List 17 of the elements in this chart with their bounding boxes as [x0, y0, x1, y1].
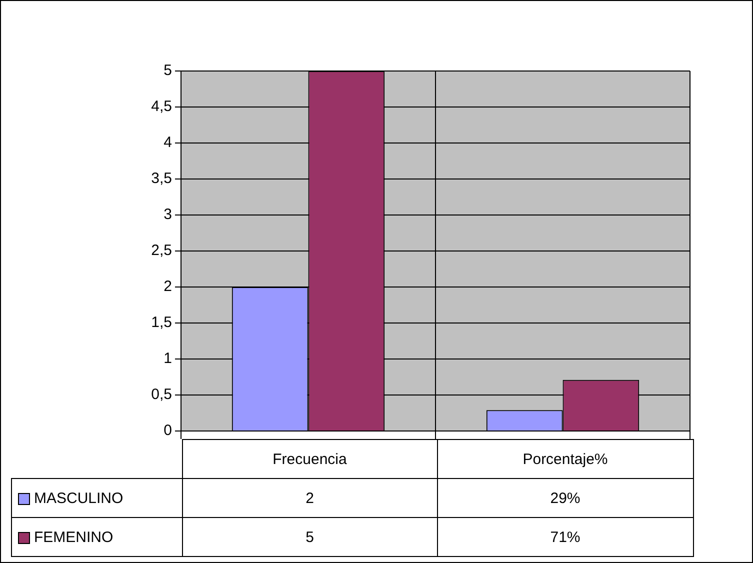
data-label: 71% [438, 518, 693, 556]
y-tick-label: 0 [164, 422, 172, 440]
x-tick-label: Porcentaje% [438, 440, 693, 478]
y-tick-label: 3 [164, 206, 172, 224]
y-tick-label: 4 [164, 134, 172, 152]
x-tick-label: Frecuencia [182, 440, 438, 478]
y-tick-label: 5 [164, 62, 172, 80]
y-tick-label: 0,5 [151, 386, 172, 404]
y-tick-label: 4,5 [151, 98, 172, 116]
data-label: 29% [438, 478, 693, 518]
y-tick-label: 3,5 [151, 170, 172, 188]
legend-label: FEMENINO [12, 518, 182, 556]
y-tick-label: 2 [164, 278, 172, 296]
y-tick-label: 2,5 [151, 242, 172, 260]
y-tick-label: 1 [164, 350, 172, 368]
y-tick-label: 1,5 [151, 314, 172, 332]
legend-label: MASCULINO [12, 478, 182, 518]
